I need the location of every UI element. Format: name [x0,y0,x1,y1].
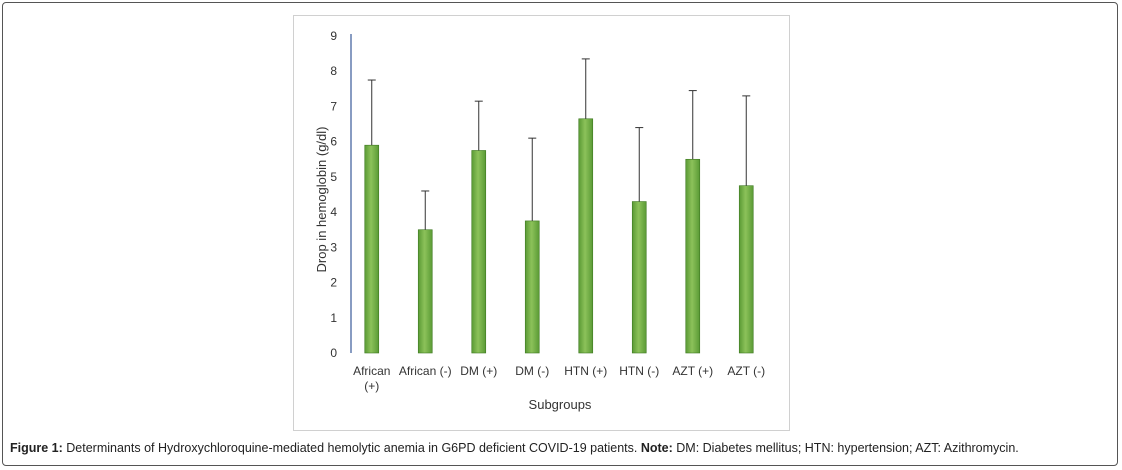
bar [685,158,701,354]
chart-container: 0 1 2 3 4 5 6 7 8 9 Drop in hemoglobin (g/dl) Afric… [293,15,790,431]
y-tick-label: 1 [330,311,337,325]
y-tick-label: 3 [330,240,337,254]
x-tick-label: (+) [364,379,379,393]
y-tick-label: 4 [330,205,337,219]
figure-caption: Figure 1: Determinants of Hydroxychloroq… [10,441,1019,455]
caption-note-text: DM: Diabetes mellitus; HTN: hypertension… [672,441,1019,455]
x-tick-label: HTN (+) [564,364,607,378]
y-tick-label: 8 [330,64,337,78]
bar [417,229,433,354]
x-tick-label: African [353,364,390,378]
bar [578,118,594,354]
bar [471,150,487,354]
x-tick-label: HTN (-) [619,364,659,378]
bar [631,201,647,354]
bar [524,220,540,354]
y-tick-label: 9 [330,29,337,43]
x-tick-label: DM (+) [460,364,497,378]
y-axis-title: Drop in hemoglobin (g/dl) [314,127,329,273]
y-tick-label: 6 [330,135,337,149]
caption-note-label: Note: [640,441,673,455]
y-tick-label: 2 [330,276,337,290]
bar [364,144,380,354]
bar [738,185,754,354]
x-axis-title: Subgroups [529,397,592,412]
x-tick-label: AZT (+) [672,364,713,378]
x-tick-label: AZT (-) [727,364,765,378]
y-tick-label: 7 [330,99,337,113]
y-tick-label: 0 [330,346,337,360]
caption-label: Figure 1: [10,441,63,455]
y-tick-label: 5 [330,170,337,184]
x-tick-label: DM (-) [515,364,549,378]
x-tick-label: African (-) [399,364,452,378]
caption-text: Determinants of Hydroxychloroquine-media… [62,441,641,455]
bar-chart: 0 1 2 3 4 5 6 7 8 9 Drop in hemoglobin (g/dl) Afric… [314,29,765,412]
